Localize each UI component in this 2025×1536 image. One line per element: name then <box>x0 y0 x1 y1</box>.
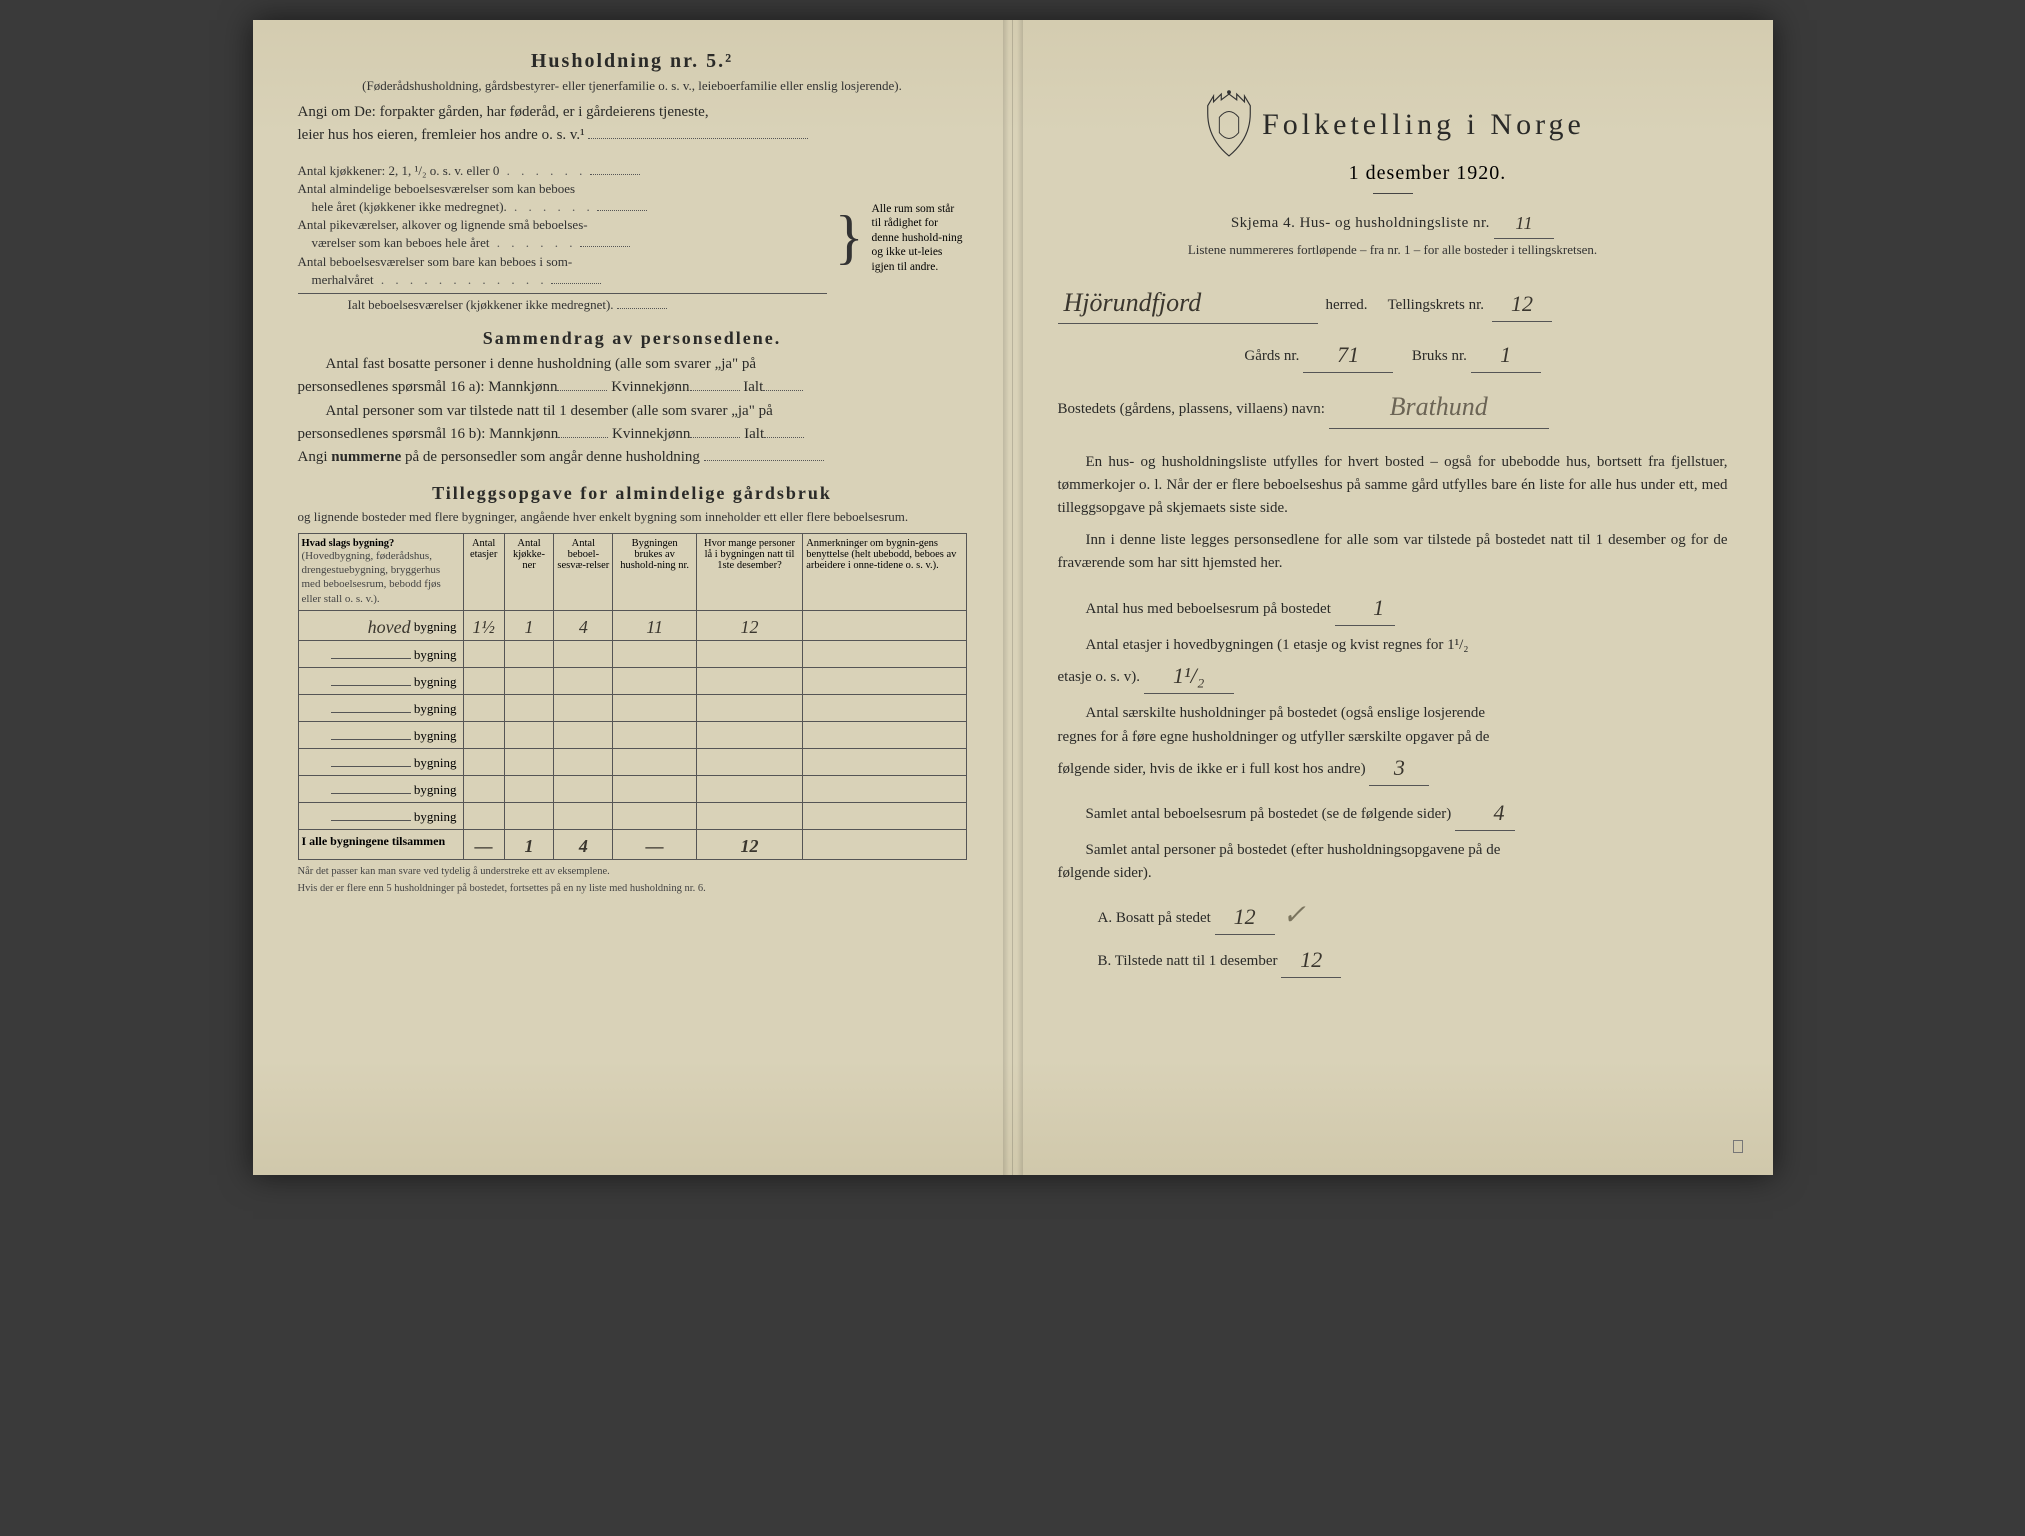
left-sub2a: Angi om De: forpakter gården, har føderå… <box>298 101 967 124</box>
para2: Inn i denne liste legges personsedlene f… <box>1058 529 1728 576</box>
sec2-kv: Kvinnekjønn <box>611 379 689 395</box>
table-header-row: Hvad slags bygning? (Hovedbygning, føder… <box>298 533 966 610</box>
footnote2: Hvis der er flere enn 5 husholdninger på… <box>298 883 967 894</box>
sec3-heading: Tilleggsopgave for almindelige gårdsbruk <box>298 483 967 504</box>
divider <box>1373 193 1413 194</box>
sec2-l4row: personsedlenes spørsmål 16 b): Mannkjønn… <box>298 423 967 446</box>
qB-val: 12 <box>1281 943 1341 978</box>
buildings-table: Hvad slags bygning? (Hovedbygning, føder… <box>298 533 967 860</box>
left-page: Husholdning nr. 5.² (Føderådshusholdning… <box>253 20 1013 1175</box>
qA-val: 12 <box>1215 900 1275 935</box>
herred-line: Hjörundfjord herred. Tellingskrets nr. 1… <box>1058 281 1728 322</box>
r1c4: 11 <box>646 617 663 638</box>
th1b: (Hovedbygning, føderådshus, drengestueby… <box>302 550 441 605</box>
crest-icon <box>1200 90 1258 160</box>
subtitle: 1 desember 1920. <box>1128 162 1728 185</box>
footnote1: Når det passer kan man svare ved tydelig… <box>298 866 967 877</box>
title-block: Folketelling i Norge 1 desember 1920. <box>1058 90 1728 194</box>
k3b: værelser som kan beboes hele året <box>312 235 490 250</box>
r1c1: 1½ <box>472 617 495 638</box>
k1: Antal kjøkkener: 2, 1, ¹/₂ o. s. v. elle… <box>298 163 500 178</box>
q3a: Antal særskilte husholdninger på bostede… <box>1058 702 1728 725</box>
sec2-l3: Antal personer som var tilstede natt til… <box>298 400 967 423</box>
table-row: bygning <box>298 775 966 802</box>
q2-line: etasje o. s. v). 1¹/₂ <box>1058 657 1728 692</box>
th7: Anmerkninger om bygnin-gens benyttelse (… <box>803 533 966 610</box>
table-row: hoved bygning 1½ 1 4 11 12 <box>298 610 966 640</box>
table-row: bygning <box>298 748 966 775</box>
table-sum-row: I alle bygningene tilsammen — 1 4 — 12 <box>298 829 966 859</box>
th5: Bygningen brukes av hushold-ning nr. <box>613 533 696 610</box>
document-spread: Husholdning nr. 5.² (Føderådshusholdning… <box>253 20 1773 1175</box>
q5a: Samlet antal personer på bostedet (efter… <box>1058 839 1728 862</box>
th1a: Hvad slags bygning? <box>302 538 395 549</box>
left-sub1: (Føderådshusholdning, gårdsbestyrer- ell… <box>298 77 967 95</box>
table-row: bygning <box>298 667 966 694</box>
k3a: Antal pikeværelser, alkover og lignende … <box>298 216 827 234</box>
q4-val: 4 <box>1455 796 1515 831</box>
q3b: regnes for å føre egne husholdninger og … <box>1058 726 1728 749</box>
sec2-l2: personsedlenes spørsmål 16 a): Mannkjønn <box>298 379 558 395</box>
k4a: Antal beboelsesværelser som bare kan beb… <box>298 253 827 271</box>
main-title: Folketelling i Norge <box>1262 108 1585 142</box>
skjema-val: 11 <box>1494 210 1554 239</box>
sec2-ialt: Ialt <box>743 379 763 395</box>
kitchen-block: Antal kjøkkener: 2, 1, ¹/₂ o. s. v. elle… <box>298 162 967 315</box>
sum-label: I alle bygningene tilsammen <box>298 829 463 859</box>
left-sub2b: leier hus hos eieren, fremleier hos andr… <box>298 127 585 143</box>
sec2-l2row: personsedlenes spørsmål 16 a): Mannkjønn… <box>298 376 967 399</box>
para1: En hus- og husholdningsliste utfylles fo… <box>1058 451 1728 521</box>
k-total: Ialt beboelsesværelser (kjøkkener ikke m… <box>348 297 614 312</box>
r1c5: 12 <box>741 617 759 638</box>
k4b: merhalvåret <box>312 272 374 287</box>
row1-hand: hoved <box>368 617 411 638</box>
sec3-sub: og lignende bosteder med flere bygninger… <box>298 508 967 526</box>
q2a: Antal etasjer i hovedbygningen (1 etasje… <box>1058 634 1728 657</box>
listene-line: Listene nummereres fortløpende – fra nr.… <box>1058 241 1728 259</box>
sec2-ialt2: Ialt <box>744 426 764 442</box>
blank-line <box>588 124 808 139</box>
q1-line: Antal hus med beboelsesrum på bostedet 1 <box>1058 589 1728 624</box>
left-heading: Husholdning nr. 5.² <box>298 50 967 73</box>
q1-val: 1 <box>1335 591 1395 626</box>
right-page: Folketelling i Norge 1 desember 1920. Sk… <box>1013 20 1773 1175</box>
bosted-val: Brathund <box>1329 387 1549 428</box>
th4: Antal beboel-sesvæ-relser <box>554 533 613 610</box>
q4-line: Samlet antal beboelsesrum på bostedet (s… <box>1058 794 1728 829</box>
th6: Hvor mange personer lå i bygningen natt … <box>696 533 802 610</box>
left-sub2line: leier hus hos eieren, fremleier hos andr… <box>298 124 967 147</box>
bosted-line: Bostedets (gårdens, plassens, villaens) … <box>1058 385 1728 426</box>
table-row: bygning <box>298 640 966 667</box>
table-row: bygning <box>298 802 966 829</box>
table-row: bygning <box>298 694 966 721</box>
r1c3: 4 <box>579 617 588 638</box>
k2a: Antal almindelige beboelsesværelser som … <box>298 180 827 198</box>
th2: Antal etasjer <box>463 533 504 610</box>
brace-icon: } <box>835 190 864 285</box>
q3-line: følgende sider, hvis de ikke er i full k… <box>1058 749 1728 784</box>
q2-val: 1¹/₂ <box>1144 659 1234 694</box>
checkmark-icon: ✓ <box>1282 894 1305 937</box>
gards-line: Gårds nr. 71 Bruks nr. 1 <box>1058 336 1728 371</box>
th3: Antal kjøkke-ner <box>504 533 554 610</box>
qA-line: A. Bosatt på stedet 12 ✓ <box>1058 892 1728 935</box>
bruks-val: 1 <box>1471 338 1541 373</box>
printer-mark <box>1733 1140 1743 1153</box>
sec2-heading: Sammendrag av personsedlene. <box>298 328 967 349</box>
r1c2: 1 <box>525 617 534 638</box>
k2b: hele året (kjøkkener ikke medregnet). <box>312 199 507 214</box>
sec2-kv2: Kvinnekjønn <box>612 426 690 442</box>
q5b: følgende sider). <box>1058 862 1728 885</box>
krets-val: 12 <box>1492 287 1552 322</box>
skjema-line: Skjema 4. Hus- og husholdningsliste nr. … <box>1058 208 1728 237</box>
sec2-l4: personsedlenes spørsmål 16 b): Mannkjønn <box>298 426 559 442</box>
sec2-l5: Angi nummerne på de personsedler som ang… <box>298 446 967 469</box>
herred-val: Hjörundfjord <box>1058 283 1318 324</box>
gards-val: 71 <box>1303 338 1393 373</box>
brace-text: Alle rum som står til rådighet for denne… <box>872 202 967 274</box>
table-row: bygning <box>298 721 966 748</box>
qB-line: B. Tilstede natt til 1 desember 12 <box>1058 941 1728 976</box>
q3-val: 3 <box>1369 751 1429 786</box>
sec2-l1: Antal fast bosatte personer i denne hush… <box>298 353 967 376</box>
